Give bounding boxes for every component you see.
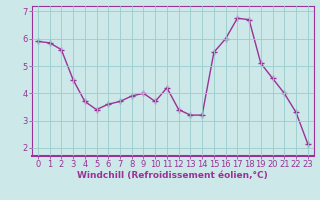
X-axis label: Windchill (Refroidissement éolien,°C): Windchill (Refroidissement éolien,°C) xyxy=(77,171,268,180)
